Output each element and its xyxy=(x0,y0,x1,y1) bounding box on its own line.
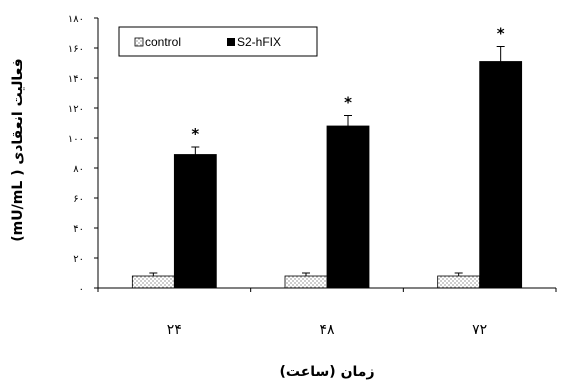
x-tick-label-2: ۷۲ xyxy=(472,322,487,338)
y-tick-label-160: ۱۶۰ xyxy=(68,44,84,55)
y-tick-label-80: ۸۰ xyxy=(73,164,84,175)
bar-s2-hfix-0 xyxy=(174,155,216,289)
legend-label-control: control xyxy=(145,35,181,49)
bars-group xyxy=(132,62,521,289)
y-tick-label-20: ۲۰ xyxy=(73,254,84,265)
y-tick-label-180: ۱۸۰ xyxy=(68,14,84,25)
bar-control-2 xyxy=(438,276,480,288)
x-tick-label-1: ۴۸ xyxy=(319,322,335,338)
y-tick-label-120: ۱۲۰ xyxy=(68,104,84,115)
y-tick-label-40: ۴۰ xyxy=(73,224,84,235)
legend-swatch-s2-hfix xyxy=(227,38,235,46)
bar-control-0 xyxy=(132,276,174,288)
bar-s2-hfix-2 xyxy=(480,62,522,289)
bar-control-1 xyxy=(285,276,327,288)
legend-swatch-control xyxy=(135,38,143,46)
x-tick-label-0: ۲۴ xyxy=(167,322,182,338)
x-ticks-group: ۲۴ ۴۸ ۷۲ xyxy=(98,288,556,338)
legend: control S2-hFIX xyxy=(119,27,317,56)
significance-star-2: * xyxy=(497,25,505,43)
y-axis-title: (mU/mL ) فعالیت انعقادی xyxy=(10,58,26,241)
significance-star-0: * xyxy=(191,125,199,143)
y-tick-label-140: ۱۴۰ xyxy=(68,74,84,85)
y-ticks-group: ۰ ۲۰ ۴۰ ۶۰ ۸۰ ۱۰۰ ۱۲۰ ۱۴۰ ۱۶۰ ۱۸۰ xyxy=(68,14,98,295)
significance-star-1: * xyxy=(344,94,352,112)
legend-label-s2-hfix: S2-hFIX xyxy=(237,35,281,49)
x-axis-title: (ساعت) زمان xyxy=(279,364,374,380)
bar-s2-hfix-1 xyxy=(327,126,369,288)
y-tick-label-0: ۰ xyxy=(79,284,84,295)
y-tick-label-100: ۱۰۰ xyxy=(68,134,84,145)
y-tick-label-60: ۶۰ xyxy=(73,194,84,205)
